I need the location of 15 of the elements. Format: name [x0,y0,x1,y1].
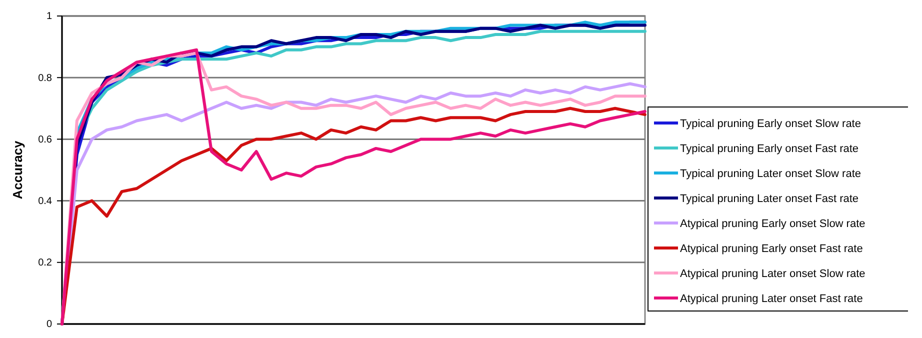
legend-label: Atypical pruning Early onset Fast rate [680,242,863,255]
y-tick-label: 0 [46,319,52,330]
legend-label: Typical pruning Early onset Fast rate [680,142,859,155]
legend-label: Typical pruning Later onset Slow rate [680,168,861,180]
y-tick-label: 0.6 [38,134,52,146]
legend-label: Atypical pruning Early onset Slow rate [680,218,866,230]
y-axis-title: Accuracy [10,140,25,200]
legend-label: Typical pruning Later onset Fast rate [680,192,859,205]
y-tick-label: 0.2 [38,258,52,269]
y-tick-label: 1 [46,11,52,22]
legend-label: Atypical pruning Later onset Slow rate [680,268,866,280]
legend-label: Atypical pruning Later onset Fast rate [680,292,863,305]
y-tick-label: 0.4 [38,196,52,207]
legend-label: Typical pruning Early onset Slow rate [680,118,861,130]
y-tick-label: 0.8 [38,72,52,84]
